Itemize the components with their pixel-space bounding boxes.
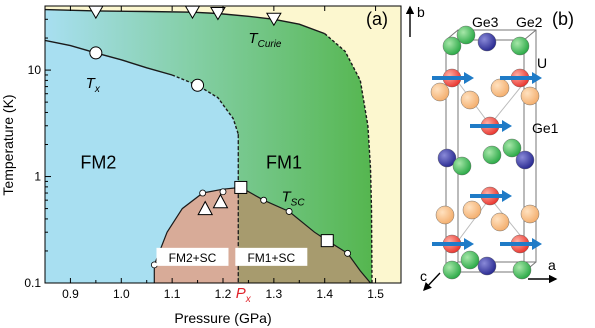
ge1-atom <box>520 86 540 106</box>
y-axis-title: Temperature (K) <box>0 94 16 195</box>
ge1-atom <box>430 82 450 102</box>
ge1-atom <box>435 205 455 225</box>
region-label: FM1+SC <box>247 251 295 265</box>
curie-point <box>265 12 282 27</box>
sc-small-point <box>344 249 352 257</box>
ge2-label: Ge2 <box>516 14 543 30</box>
cell-edge <box>523 29 537 41</box>
moment-arrow <box>464 72 474 84</box>
ge3-atom <box>477 256 497 276</box>
curie-point <box>184 5 201 20</box>
ge1-atom <box>520 204 540 224</box>
moment-arrow <box>502 120 512 132</box>
ge2-atom <box>452 156 472 176</box>
ge3-atom <box>477 32 497 52</box>
b-axis-label: b <box>417 4 425 20</box>
crystal-structure: (b) b a c Ge3 Ge2 U Ge1 <box>405 4 574 292</box>
ge1-atom <box>462 200 482 220</box>
y-tick-label: 10 <box>28 63 42 77</box>
c-axis-label: c <box>420 268 427 284</box>
x-tick-label: 1.5 <box>367 287 384 301</box>
a-axis-label: a <box>548 257 556 273</box>
bond <box>454 197 491 246</box>
region-label: FM2+SC <box>169 251 217 265</box>
sc-small-point <box>150 261 158 269</box>
region-labels: FM2 FM1 FM2+SC FM1+SC <box>80 153 308 266</box>
atoms <box>430 25 540 280</box>
ge1-atom <box>490 212 510 232</box>
sc-triangle-point <box>197 200 214 216</box>
ge2-atom <box>502 138 522 158</box>
ge1-label: Ge1 <box>532 120 559 136</box>
sc-small-point <box>285 208 293 215</box>
region-label: FM2 <box>80 153 116 173</box>
sc-curve <box>153 186 371 283</box>
ge2-atom <box>510 36 530 56</box>
ge1-atom <box>490 78 510 98</box>
moment-arrow <box>532 238 542 250</box>
ge3-label: Ge3 <box>472 14 499 30</box>
moment-arrow <box>532 72 542 84</box>
region-label: FM1 <box>266 153 302 173</box>
curie-point <box>87 5 104 20</box>
tx-curve-dashed <box>171 74 239 135</box>
ge2-atom <box>442 36 462 56</box>
c-axis-arrow <box>423 272 441 292</box>
x-tick-label: 1.3 <box>266 287 283 301</box>
sc-small-point <box>199 189 207 197</box>
ge2-atom <box>482 145 502 165</box>
ge2-atom <box>460 250 480 270</box>
curve-label: TCurie <box>248 30 282 50</box>
x-tick-label: 1.0 <box>113 287 130 301</box>
panel-b-label: (b) <box>552 9 574 29</box>
curve-label: Tx <box>86 75 101 95</box>
sc-small-point <box>219 188 227 196</box>
sc-small-point <box>260 196 268 204</box>
moment-arrow <box>502 190 512 202</box>
x-tick-label: 1.1 <box>164 287 181 301</box>
ge2-atom <box>442 260 462 280</box>
curie-curve-dashed <box>324 33 373 283</box>
panel-a-label: (a) <box>366 9 388 29</box>
ge3-atom <box>515 150 535 170</box>
region-label-box <box>235 247 308 266</box>
tx-curve <box>45 39 173 76</box>
phase-diagram: 0.9 1.0 1.1 1.2 1.3 1.4 1.5 0.1 1 10 FM2 FM1 FM2+SC… <box>0 5 402 326</box>
moment-arrow <box>464 238 474 250</box>
curve-labels: TCurie Tx TSC <box>86 30 306 209</box>
x-tick-label: 0.9 <box>62 287 79 301</box>
px-label: Px <box>236 285 252 305</box>
curie-point <box>210 7 226 21</box>
y-tick-label: 1 <box>34 170 41 184</box>
sc-triangle-point <box>212 193 229 209</box>
tx-point <box>89 46 103 60</box>
x-axis-title: Pressure (GPa) <box>174 310 271 326</box>
moment-arrows <box>432 72 542 250</box>
ge2-atom <box>456 25 476 45</box>
ge1-atom <box>460 90 480 110</box>
y-tick-label: 0.1 <box>24 276 41 290</box>
ge2-atom <box>512 260 532 280</box>
ge3-atom <box>437 148 457 168</box>
u-label: U <box>537 55 547 71</box>
axis-ticks: 0.9 1.0 1.1 1.2 1.3 1.4 1.5 0.1 1 10 <box>24 5 384 301</box>
curve-label: TSC <box>281 189 305 209</box>
x-tick-label: 1.2 <box>215 287 232 301</box>
region-label-box <box>156 247 229 266</box>
data-markers <box>87 5 352 269</box>
sc-square-point <box>320 234 334 248</box>
tx-point <box>191 78 205 92</box>
x-tick-label: 1.4 <box>316 287 333 301</box>
sc-square-point <box>234 180 248 194</box>
